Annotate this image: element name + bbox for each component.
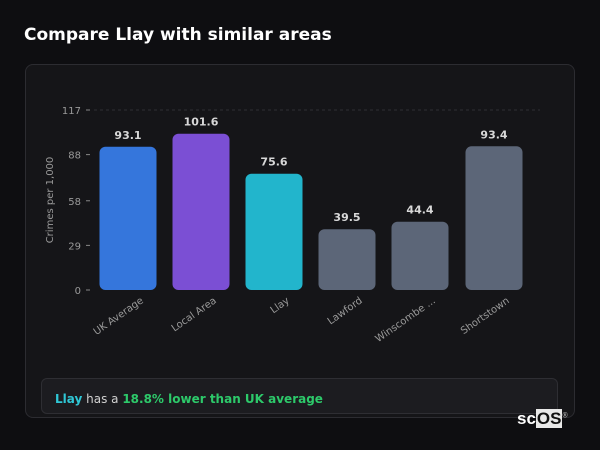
x-tick-label: Winscombe ... bbox=[374, 295, 438, 344]
x-tick-label: Lawford bbox=[326, 295, 365, 327]
bar-shortstown bbox=[465, 146, 523, 290]
logo-text: sc bbox=[517, 409, 536, 428]
bar-winscombe- bbox=[391, 221, 449, 290]
comparison-callout: Llay has a 18.8% lower than UK average bbox=[41, 378, 558, 414]
bar-value-label: 75.6 bbox=[260, 156, 287, 169]
callout-area: Llay bbox=[55, 392, 83, 406]
y-tick-label: 117 bbox=[62, 106, 81, 117]
bar-value-label: 44.4 bbox=[406, 204, 433, 217]
bar-value-label: 101.6 bbox=[184, 116, 219, 129]
x-tick-label: Local Area bbox=[170, 295, 219, 334]
bar-value-label: 93.4 bbox=[480, 128, 507, 141]
x-tick-label: Llay bbox=[269, 295, 292, 316]
logo-text-os: OS bbox=[535, 409, 563, 428]
y-tick-label: 58 bbox=[68, 197, 81, 208]
scos-logo: scOS® bbox=[517, 409, 568, 429]
callout-text: has a bbox=[82, 392, 123, 406]
logo-mark: ® bbox=[562, 412, 568, 420]
x-tick-label: Shortstown bbox=[459, 295, 512, 336]
bar-uk-average bbox=[99, 146, 157, 290]
bar-llay bbox=[245, 173, 303, 290]
bar-lawford bbox=[318, 229, 376, 290]
bar-local-area bbox=[172, 133, 230, 290]
y-tick-label: 29 bbox=[68, 241, 81, 252]
y-tick-label: 0 bbox=[75, 286, 81, 297]
page-title: Compare Llay with similar areas bbox=[24, 25, 332, 45]
bar-value-label: 93.1 bbox=[114, 129, 141, 142]
y-tick-label: 88 bbox=[68, 151, 81, 162]
x-tick-label: UK Average bbox=[92, 295, 146, 337]
bar-value-label: 39.5 bbox=[333, 211, 360, 224]
y-axis-label: Crimes per 1,000 bbox=[45, 157, 56, 244]
callout-highlight: 18.8% lower than UK average bbox=[122, 392, 323, 406]
